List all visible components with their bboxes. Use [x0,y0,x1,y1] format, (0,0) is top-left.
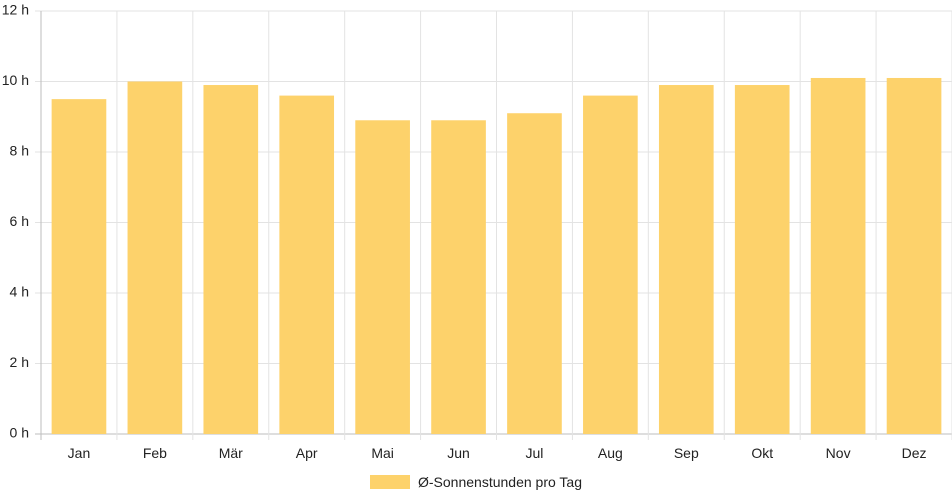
x-tick-label: Aug [598,445,623,461]
bar [279,95,335,434]
x-tick-label: Mai [371,445,394,461]
x-tick-label: Nov [826,445,851,461]
x-tick-label: Jun [447,445,470,461]
bar [583,95,638,434]
y-tick-label: 6 h [10,213,29,229]
y-tick-label: 8 h [10,143,29,159]
y-tick-label: 2 h [10,354,29,370]
x-tick-label: Jan [68,445,91,461]
bar [810,77,866,434]
y-tick-label: 0 h [10,425,29,441]
bar [203,85,259,435]
bar [734,85,790,435]
bar [886,77,942,434]
x-tick-label: Jul [526,445,544,461]
y-tick-label: 12 h [2,2,29,18]
x-tick-label: Okt [751,445,773,461]
bar [431,120,486,435]
x-tick-label: Mär [219,445,243,461]
bars [51,77,942,435]
y-tick-label: 4 h [10,284,29,300]
bar [355,120,410,435]
bar [507,113,562,434]
x-tick-label: Dez [902,445,927,461]
legend-label: Ø-Sonnenstunden pro Tag [418,474,582,490]
legend-swatch [370,475,410,489]
x-tick-label: Sep [674,445,699,461]
y-tick-label: 10 h [2,72,29,88]
x-tick-label: Apr [296,445,318,461]
grid [35,10,952,440]
bar [658,85,714,435]
bar [51,99,107,434]
x-tick-label: Feb [143,445,167,461]
bar-chart: 0 h 2 h 4 h 6 h 8 h 10 h 12 h Jan Feb Mär Apr Mai Ju… [2,2,952,461]
legend[interactable]: Ø-Sonnenstunden pro Tag [0,470,952,494]
bar [127,81,183,434]
axes: 0 h 2 h 4 h 6 h 8 h 10 h 12 h Jan Feb Mär Apr Mai Ju… [2,2,927,461]
